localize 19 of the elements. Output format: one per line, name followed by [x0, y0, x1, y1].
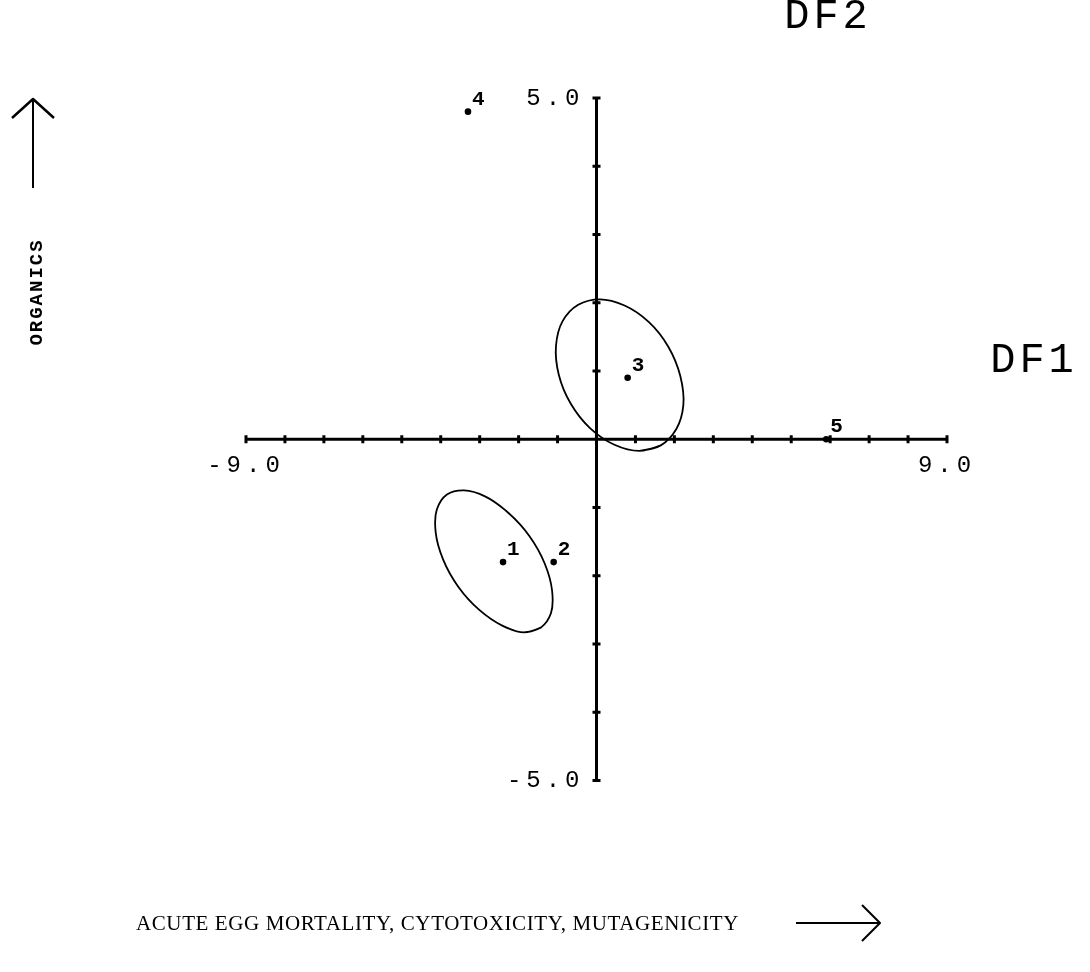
y-axis-title: DF2	[784, 0, 872, 41]
x-tick-label: -9.0	[207, 451, 285, 479]
series-label: 2	[557, 538, 571, 562]
y-tick-label: 5.0	[526, 84, 585, 112]
point	[499, 558, 507, 566]
text: ACUTE EGG MORTALITY, CYTOTOXICITY, MUTAGENICITY	[136, 911, 739, 935]
point	[550, 558, 557, 566]
series-label: 3	[631, 353, 645, 377]
point	[822, 435, 830, 443]
series-label: 1	[507, 538, 520, 562]
y-tick-label: -5.0	[506, 767, 585, 794]
line-series	[434, 489, 554, 634]
point	[464, 108, 472, 115]
series-label: 4	[471, 87, 485, 111]
series-label: 5	[830, 415, 843, 439]
x-tick-label: 9.0	[917, 451, 977, 479]
x-axis-title: DF1	[990, 337, 1078, 385]
point	[624, 374, 631, 382]
text: ORGANICS	[26, 238, 48, 346]
